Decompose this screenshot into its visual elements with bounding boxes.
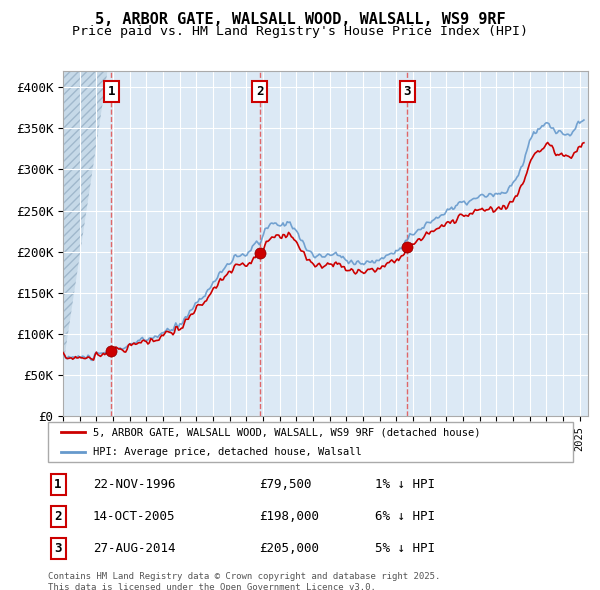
Text: 5, ARBOR GATE, WALSALL WOOD, WALSALL, WS9 9RF: 5, ARBOR GATE, WALSALL WOOD, WALSALL, WS…: [95, 12, 505, 27]
Text: 22-NOV-1996: 22-NOV-1996: [93, 478, 175, 491]
Text: 5% ↓ HPI: 5% ↓ HPI: [376, 542, 436, 555]
Text: 5, ARBOR GATE, WALSALL WOOD, WALSALL, WS9 9RF (detached house): 5, ARBOR GATE, WALSALL WOOD, WALSALL, WS…: [93, 427, 481, 437]
Text: 1: 1: [55, 478, 62, 491]
Text: 27-AUG-2014: 27-AUG-2014: [93, 542, 175, 555]
Text: 3: 3: [55, 542, 62, 555]
FancyBboxPatch shape: [48, 421, 574, 463]
Text: £79,500: £79,500: [259, 478, 312, 491]
Text: 6% ↓ HPI: 6% ↓ HPI: [376, 510, 436, 523]
Text: HPI: Average price, detached house, Walsall: HPI: Average price, detached house, Wals…: [93, 447, 362, 457]
Text: 2: 2: [55, 510, 62, 523]
Text: 1: 1: [107, 85, 115, 98]
Text: 2: 2: [256, 85, 263, 98]
Text: Contains HM Land Registry data © Crown copyright and database right 2025.
This d: Contains HM Land Registry data © Crown c…: [48, 572, 440, 590]
Text: 3: 3: [403, 85, 411, 98]
Text: 14-OCT-2005: 14-OCT-2005: [93, 510, 175, 523]
Text: Price paid vs. HM Land Registry's House Price Index (HPI): Price paid vs. HM Land Registry's House …: [72, 25, 528, 38]
Text: 1% ↓ HPI: 1% ↓ HPI: [376, 478, 436, 491]
Polygon shape: [63, 71, 107, 366]
Text: £205,000: £205,000: [259, 542, 319, 555]
Text: £198,000: £198,000: [259, 510, 319, 523]
